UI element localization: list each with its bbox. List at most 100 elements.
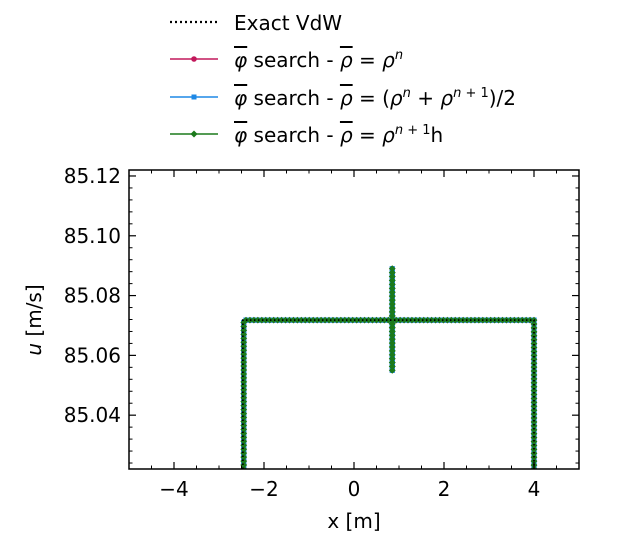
series-0 [241, 319, 535, 469]
x-tick-label: 4 [528, 477, 541, 501]
data-point [373, 316, 380, 324]
data-point [530, 371, 538, 379]
data-point [341, 316, 349, 324]
data-point [530, 434, 538, 442]
legend-marker-series2 [191, 94, 197, 100]
data-point [240, 453, 248, 461]
legend-label-series1: φ search - ρ = ρn [234, 48, 403, 72]
data-point [530, 340, 538, 348]
series-3 [240, 265, 538, 469]
legend-label-series3: φ search - ρ = ρn + 1h [234, 123, 443, 147]
data-point [282, 316, 289, 324]
data-point [530, 324, 538, 332]
data-point [240, 350, 248, 358]
data-point [388, 265, 396, 273]
data-point [325, 316, 333, 324]
data-point [530, 430, 538, 438]
data-point [408, 316, 416, 324]
series-line [242, 268, 535, 469]
data-point [365, 316, 372, 324]
data-point [240, 445, 248, 453]
data-point [530, 379, 538, 387]
data-point [388, 363, 396, 370]
data-point [388, 284, 396, 292]
data-point [530, 355, 538, 363]
data-point [309, 316, 317, 324]
data-point [286, 316, 293, 324]
data-point [388, 312, 396, 319]
data-point [353, 316, 361, 324]
data-point [240, 449, 248, 457]
data-point [388, 316, 396, 324]
data-point [388, 336, 396, 343]
series-line [242, 268, 535, 469]
data-point [317, 316, 325, 324]
data-point [396, 316, 404, 324]
data-point [270, 316, 278, 324]
y-tick-label: 85.08 [64, 284, 121, 308]
data-point [313, 316, 321, 324]
series-2 [241, 266, 537, 469]
series-line [242, 268, 535, 469]
data-point [240, 426, 248, 433]
data-point [412, 316, 420, 324]
ticks-layer: −4 −2 0 2 4 85.04 85.06 85.08 85.10 85.12 [64, 164, 580, 501]
data-point [388, 359, 396, 367]
data-point [388, 277, 396, 284]
data-point [530, 336, 538, 344]
legend-label-exact: Exact VdW [234, 11, 342, 35]
data-point [530, 383, 538, 391]
data-point [388, 351, 396, 359]
data-point [345, 316, 353, 324]
data-point [388, 324, 396, 332]
data-point [530, 406, 538, 414]
data-point [530, 391, 538, 398]
data-point [266, 316, 274, 324]
y-tick-label: 85.04 [64, 403, 121, 427]
data-point [530, 438, 538, 445]
data-point [530, 359, 538, 367]
y-tick-label: 85.06 [64, 343, 121, 367]
data-point [530, 351, 538, 359]
x-tick-label: −2 [249, 477, 278, 501]
data-point [530, 375, 538, 383]
data-point [388, 300, 396, 308]
data-point [240, 354, 248, 362]
data-point [388, 347, 396, 355]
data-point [349, 316, 357, 324]
data-point [530, 402, 538, 410]
data-point [388, 304, 396, 312]
series-layer [240, 265, 538, 469]
data-point [424, 316, 432, 324]
data-point [388, 292, 396, 300]
data-point [404, 316, 412, 324]
data-point [301, 316, 309, 324]
y-tick-label: 85.12 [64, 164, 121, 188]
data-point [388, 366, 396, 374]
data-point [376, 316, 384, 324]
x-tick-label: 2 [438, 477, 451, 501]
y-axis-label: u [m/s] [22, 284, 46, 355]
data-point [530, 348, 538, 355]
data-point [530, 367, 538, 375]
data-point [357, 316, 365, 324]
y-tick-label: 85.10 [64, 224, 121, 248]
data-point [388, 280, 396, 288]
legend-label-series2: φ search - ρ = (ρn + ρn + 1)/2 [234, 86, 516, 110]
data-point [254, 316, 262, 324]
data-point [297, 316, 305, 324]
plot-frame [128, 169, 580, 470]
legend-marker-series1 [191, 56, 197, 62]
data-point [400, 316, 408, 324]
data-point [361, 316, 368, 324]
x-axis-label: x [m] [327, 509, 380, 533]
data-point [530, 414, 538, 422]
series-1 [240, 265, 537, 469]
data-point [240, 457, 248, 465]
data-point [388, 269, 396, 276]
data-point [388, 296, 396, 304]
legend-marker-series3 [190, 130, 198, 138]
data-point [530, 363, 538, 371]
x-tick-label: 0 [348, 477, 361, 501]
